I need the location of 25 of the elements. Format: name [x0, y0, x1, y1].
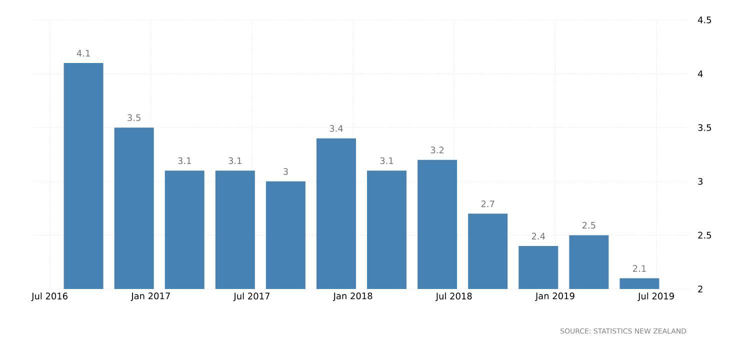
x-tick-label: Jan 2019 [535, 292, 574, 301]
data-label: 3.5 [128, 114, 140, 122]
data-label: 2.1 [632, 265, 646, 272]
data-label: 2.7 [481, 200, 494, 208]
data-label: 2.5 [582, 222, 596, 229]
x-tick-label: Jul 2019 [638, 292, 674, 302]
y-tick-label: 3.5 [698, 124, 711, 131]
data-label: 3 [284, 168, 288, 175]
y-tick-label: 4.5 [698, 16, 711, 24]
y-tick-label: 4 [698, 70, 703, 78]
x-tick-label: Jul 2016 [31, 292, 68, 302]
y-tick-label: 3 [698, 178, 703, 185]
data-label: 2.4 [532, 232, 546, 240]
data-label: 3.4 [330, 125, 343, 132]
x-tick-label: Jan 2017 [130, 292, 170, 301]
data-label: 3.2 [430, 146, 444, 154]
data-label: 4.1 [76, 50, 90, 57]
x-tick-label: Jan 2018 [332, 292, 372, 301]
y-tick-label: 2.5 [698, 232, 711, 239]
x-tick-label: Jul 2018 [435, 292, 472, 302]
y-tick-label: 2 [698, 286, 702, 292]
data-label: 3.1 [228, 157, 242, 164]
data-label: 3.1 [380, 157, 394, 164]
data-label: 3.1 [178, 157, 191, 164]
x-tick-label: Jul 2017 [233, 292, 270, 302]
